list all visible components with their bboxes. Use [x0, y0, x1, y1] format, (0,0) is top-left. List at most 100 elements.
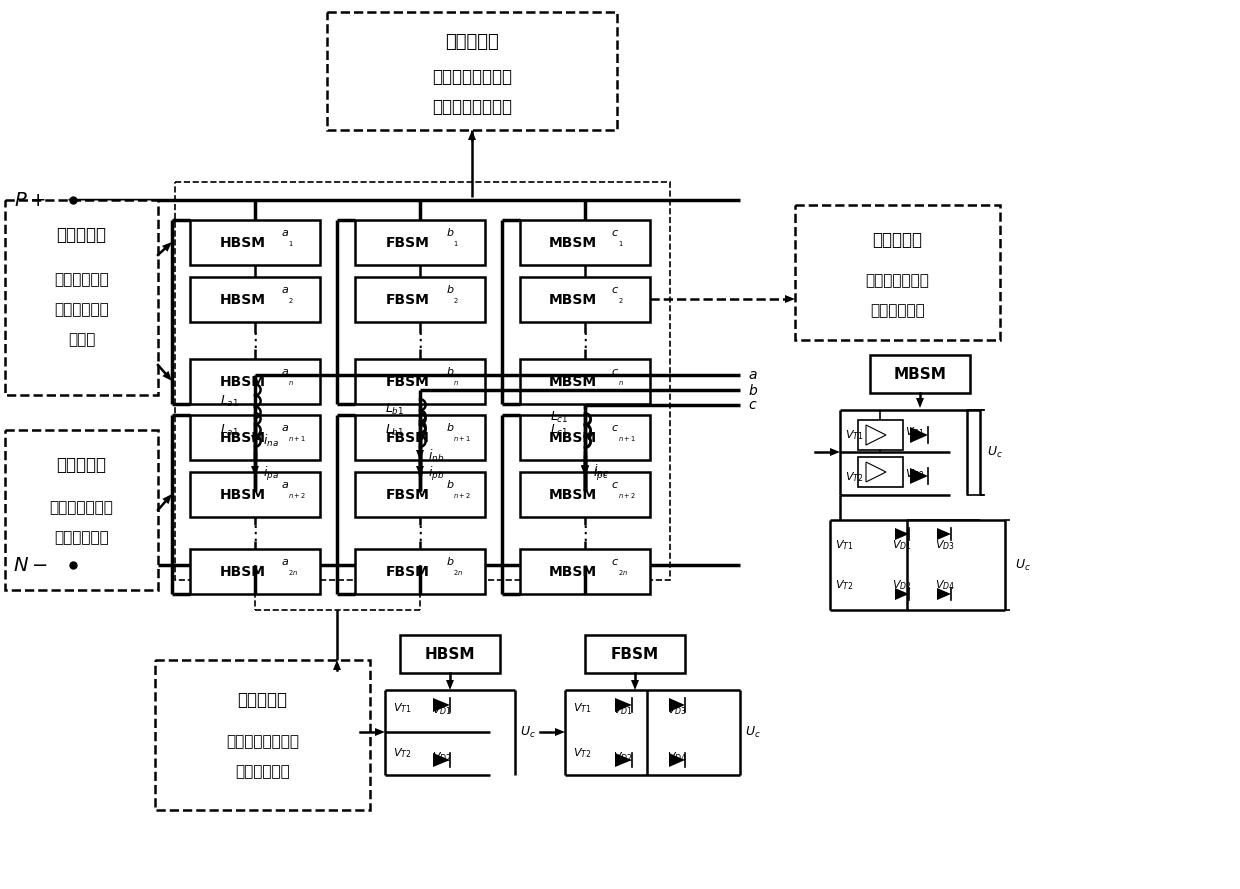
Text: FBSM: FBSM — [386, 236, 430, 250]
Bar — [355, 549, 485, 594]
Text: $N-$: $N-$ — [12, 556, 47, 574]
Polygon shape — [582, 465, 589, 475]
Bar — [190, 415, 320, 460]
Text: $L_{b1}$: $L_{b1}$ — [384, 422, 404, 437]
Bar — [795, 205, 999, 340]
Polygon shape — [415, 466, 424, 476]
Bar — [355, 415, 485, 460]
Text: $b$: $b$ — [446, 226, 455, 237]
Polygon shape — [446, 680, 454, 690]
Text: $V_{T2}$: $V_{T2}$ — [573, 746, 591, 760]
Text: $V_{T2}$: $V_{T2}$ — [844, 470, 863, 484]
Text: $V_{T1}$: $V_{T1}$ — [835, 538, 853, 552]
Text: MBSM: MBSM — [549, 487, 598, 501]
Text: MBSM: MBSM — [549, 374, 598, 388]
Text: $V_{D1}$: $V_{D1}$ — [432, 703, 451, 717]
Bar — [355, 359, 485, 404]
Text: ⋮: ⋮ — [575, 524, 595, 542]
Text: MBSM: MBSM — [549, 292, 598, 307]
Text: HBSM: HBSM — [219, 292, 267, 307]
Text: $_{n+2}$: $_{n+2}$ — [618, 492, 636, 501]
Bar — [858, 420, 903, 450]
Text: MBSM: MBSM — [549, 236, 598, 250]
Text: HBSM: HBSM — [219, 374, 267, 388]
Text: $_{n+1}$: $_{n+1}$ — [453, 435, 471, 444]
Text: $V_{T2}$: $V_{T2}$ — [393, 746, 412, 760]
Text: 馈控制: 馈控制 — [68, 332, 95, 348]
Text: 第二级控制: 第二级控制 — [57, 456, 107, 474]
Text: ⋮: ⋮ — [575, 331, 595, 350]
Bar — [520, 549, 650, 594]
Text: $i_{pa}$: $i_{pa}$ — [263, 465, 279, 483]
Text: $V_{T2}$: $V_{T2}$ — [835, 578, 853, 592]
Text: $_{2n}$: $_{2n}$ — [288, 568, 299, 579]
Text: $_2$: $_2$ — [288, 296, 294, 307]
Text: HBSM: HBSM — [219, 565, 267, 579]
Text: $c$: $c$ — [611, 284, 619, 294]
Polygon shape — [895, 588, 909, 600]
Text: FBSM: FBSM — [386, 292, 430, 307]
Polygon shape — [670, 753, 684, 767]
Text: $a$: $a$ — [281, 366, 289, 377]
Text: $b$: $b$ — [748, 382, 758, 397]
Text: $_{n+2}$: $_{n+2}$ — [453, 492, 471, 501]
Bar — [520, 472, 650, 517]
Polygon shape — [334, 660, 341, 670]
Text: $V_{D4}$: $V_{D4}$ — [935, 578, 955, 592]
Bar — [520, 277, 650, 322]
Bar — [5, 200, 157, 395]
Text: $c$: $c$ — [611, 557, 619, 566]
Text: 第三级控制: 第三级控制 — [873, 231, 923, 249]
Bar — [520, 359, 650, 404]
Polygon shape — [162, 371, 172, 381]
Polygon shape — [162, 242, 172, 252]
Polygon shape — [415, 450, 424, 460]
Text: $V_{T1}$: $V_{T1}$ — [393, 701, 412, 715]
Text: 单个子模块电: 单个子模块电 — [55, 273, 109, 287]
Text: ⋮: ⋮ — [246, 524, 265, 542]
Polygon shape — [433, 753, 450, 767]
Text: 电压闭环反馈控制: 电压闭环反馈控制 — [432, 98, 512, 116]
Text: $_2$: $_2$ — [453, 296, 459, 307]
Text: $b$: $b$ — [446, 477, 455, 490]
Polygon shape — [916, 398, 924, 408]
Bar — [520, 220, 650, 265]
Bar — [190, 277, 320, 322]
Text: HBSM: HBSM — [219, 236, 267, 250]
Text: $_1$: $_1$ — [618, 239, 624, 249]
Text: $V_{T1}$: $V_{T1}$ — [844, 428, 863, 442]
Text: $V_{D2}$: $V_{D2}$ — [892, 578, 911, 592]
Text: ⋮: ⋮ — [410, 524, 430, 542]
Text: 闭环反馈控制: 闭环反馈控制 — [870, 303, 925, 318]
Text: FBSM: FBSM — [386, 374, 430, 388]
Text: $V_{D1}$: $V_{D1}$ — [905, 425, 925, 439]
Text: HBSM: HBSM — [219, 487, 267, 501]
Text: $L_{a1}$: $L_{a1}$ — [219, 394, 239, 409]
Text: $P+$: $P+$ — [14, 190, 46, 210]
Bar — [401, 635, 500, 673]
Text: $L_{a1}$: $L_{a1}$ — [219, 422, 239, 437]
Text: $V_{D4}$: $V_{D4}$ — [667, 750, 687, 764]
Text: ⋮: ⋮ — [246, 331, 265, 350]
Polygon shape — [250, 466, 259, 476]
Text: $b$: $b$ — [446, 283, 455, 294]
Text: $c$: $c$ — [748, 398, 758, 412]
Text: $_n$: $_n$ — [288, 379, 294, 388]
Text: $_1$: $_1$ — [453, 239, 459, 249]
Text: $V_{D2}$: $V_{D2}$ — [432, 750, 451, 764]
Polygon shape — [910, 427, 928, 443]
Text: $L_{c1}$: $L_{c1}$ — [551, 410, 568, 425]
Text: $_n$: $_n$ — [618, 379, 624, 388]
Bar — [520, 415, 650, 460]
Text: $U_c$: $U_c$ — [1016, 557, 1030, 573]
Bar — [858, 457, 903, 487]
Text: $_{2n}$: $_{2n}$ — [618, 568, 629, 579]
Polygon shape — [162, 494, 172, 504]
Bar — [355, 277, 485, 322]
Text: MBSM: MBSM — [549, 565, 598, 579]
Text: 两桥臂间电容电压: 两桥臂间电容电压 — [226, 734, 299, 749]
Polygon shape — [615, 753, 632, 767]
Text: $V_{D3}$: $V_{D3}$ — [935, 538, 955, 552]
Polygon shape — [556, 728, 565, 736]
Polygon shape — [582, 466, 589, 476]
